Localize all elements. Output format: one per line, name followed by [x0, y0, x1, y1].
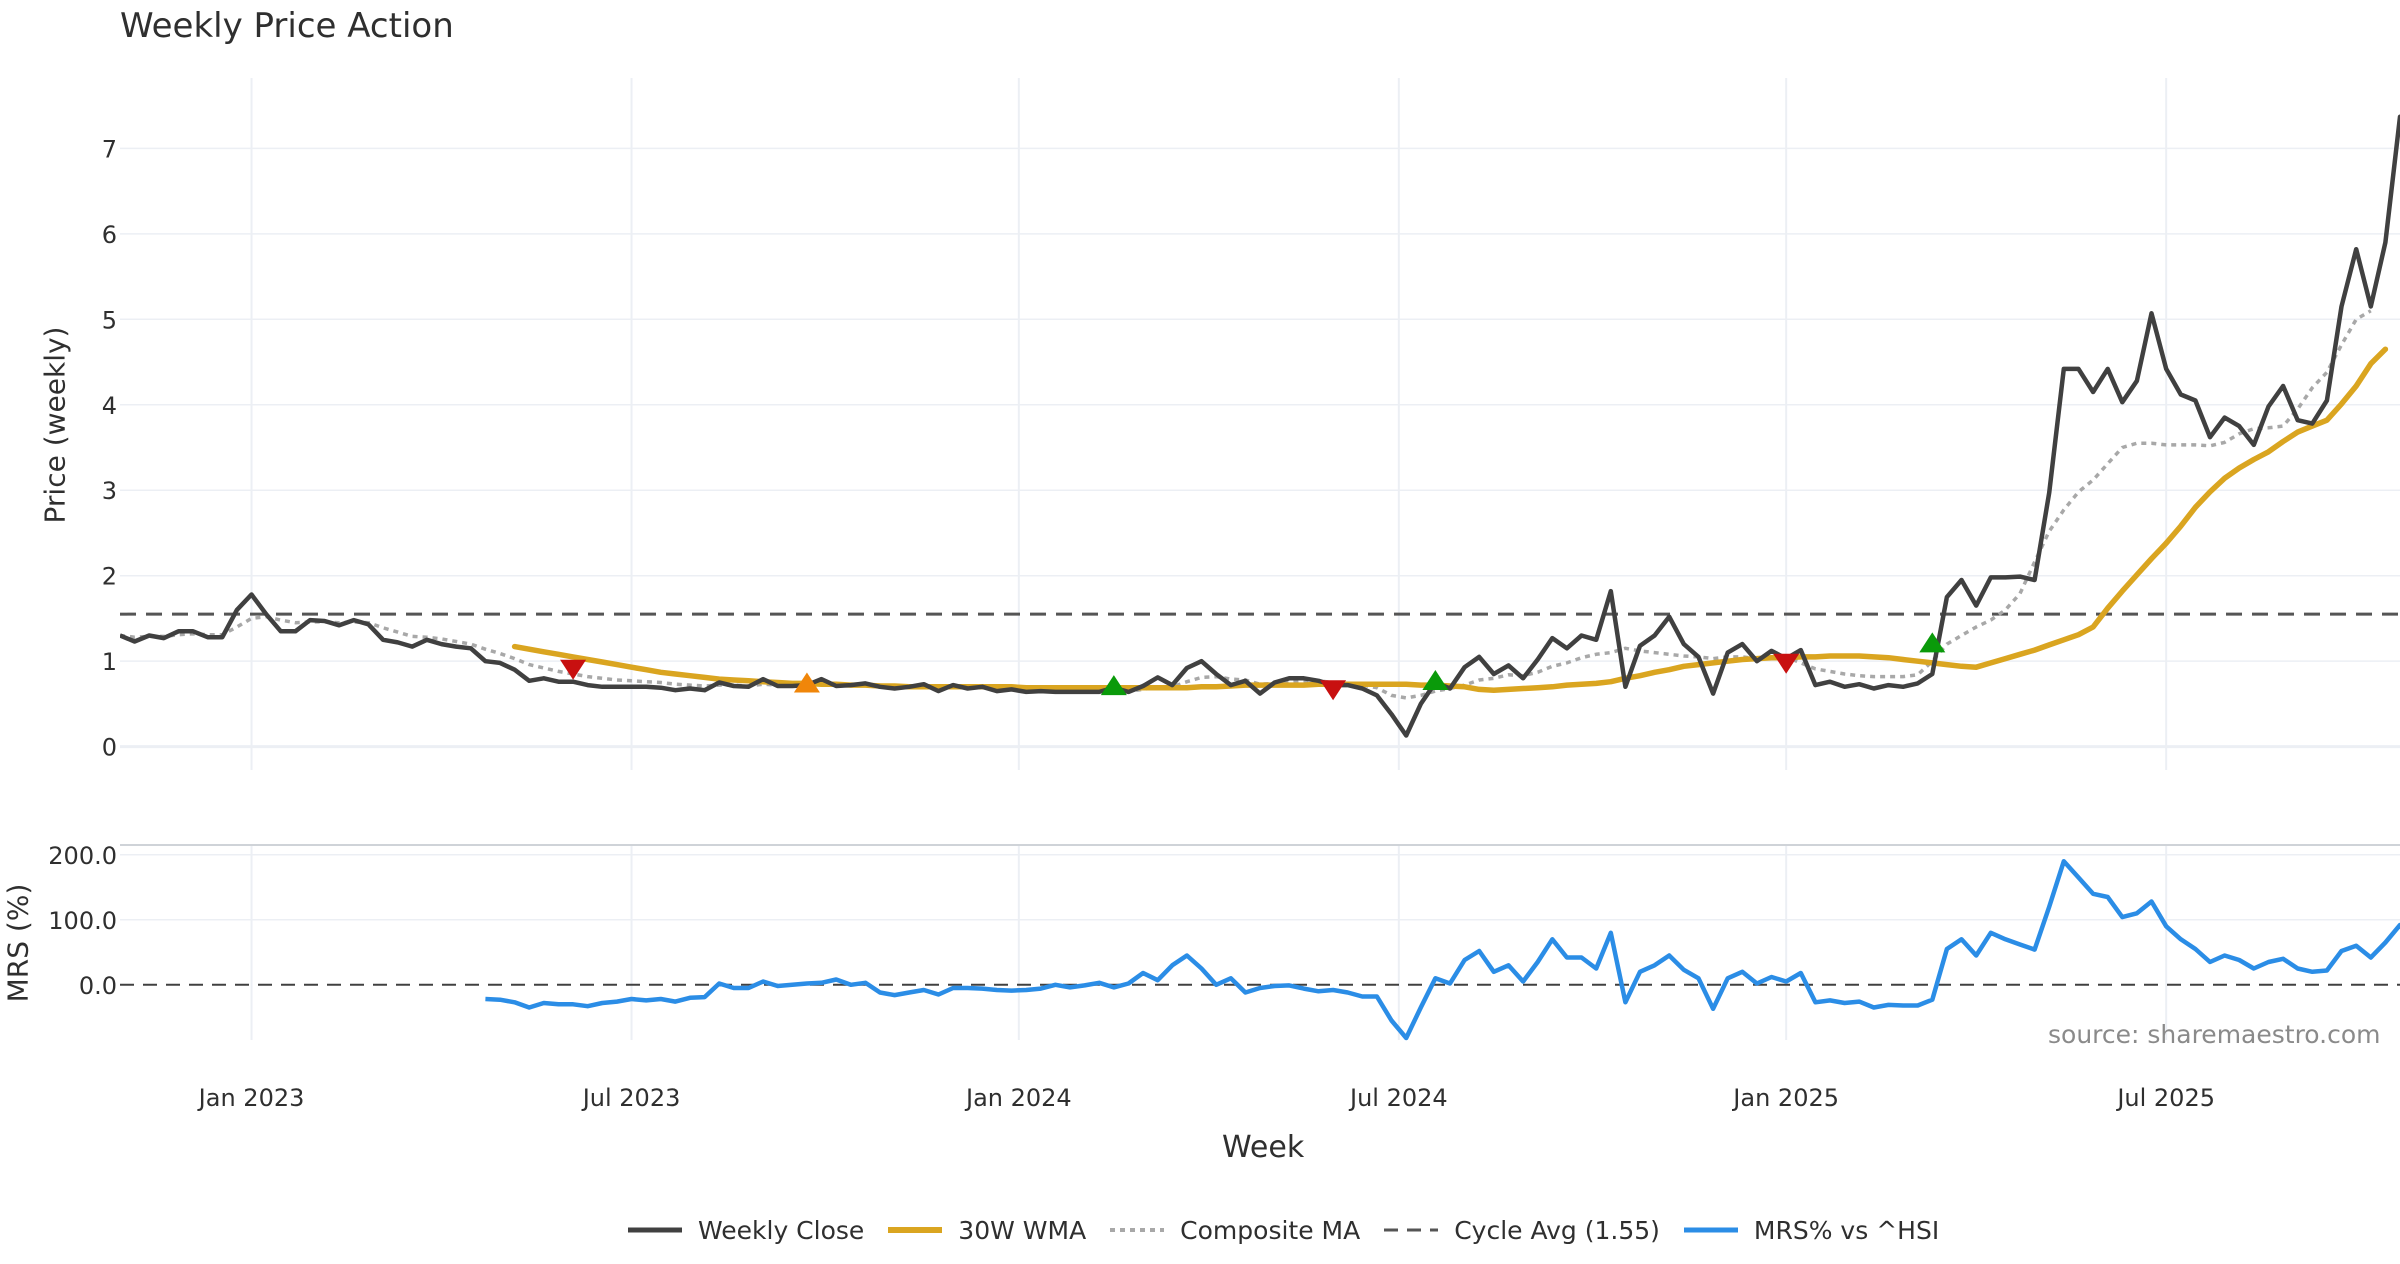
- price-y-tick-label: 1: [102, 648, 117, 676]
- legend: Weekly Close 30W WMA Composite MA Cycle …: [626, 1212, 1939, 1248]
- weekly-close-line: [120, 114, 2400, 738]
- legend-swatch-wma: [888, 1227, 943, 1233]
- buy-signal-marker: [1100, 675, 1127, 696]
- legend-label: Weekly Close: [698, 1215, 865, 1245]
- x-tick-label: Jan 2024: [964, 1084, 1072, 1112]
- neutral-signal-marker: [793, 672, 820, 693]
- price-y-tick-label: 0: [102, 734, 117, 762]
- legend-item-composite-ma[interactable]: Composite MA: [1108, 1216, 1360, 1245]
- buy-signal-marker: [1422, 669, 1449, 690]
- x-tick-label: Jul 2024: [1348, 1084, 1448, 1112]
- legend-item-cycle-avg[interactable]: Cycle Avg (1.55): [1382, 1216, 1660, 1245]
- source-note: source: sharemaestro.com: [2048, 1020, 2381, 1049]
- mrs-y-tick-label: 0.0: [79, 972, 117, 1000]
- price-y-tick-label: 2: [102, 563, 117, 591]
- legend-label: Cycle Avg (1.55): [1454, 1215, 1660, 1245]
- legend-swatch-mrs: [1683, 1227, 1738, 1233]
- legend-swatch-cycle-avg: [1384, 1228, 1439, 1232]
- wma-30w-line: [511, 346, 2389, 693]
- mrs-line: [485, 859, 2400, 1041]
- price-axis-title: Price (weekly): [38, 326, 72, 524]
- mrs-axis-title: MRS (%): [1, 883, 35, 1003]
- sell-signal-marker: [1773, 653, 1800, 674]
- price-y-tick-label: 3: [102, 477, 117, 505]
- axis-layer: Jan 2023 Jul 2023 Jan 2024 Jul 2024 Jan 2025…: [48, 135, 2215, 1112]
- mrs-series-group: [485, 859, 2400, 1041]
- mrs-y-tick-label: 200.0: [48, 842, 117, 870]
- chart-title: Weekly Price Action: [120, 6, 454, 46]
- series-layer: [120, 114, 2400, 1041]
- price-y-tick-label: 4: [102, 392, 117, 420]
- legend-item-weekly-close[interactable]: Weekly Close: [626, 1216, 864, 1245]
- signal-marker-layer: [560, 632, 1946, 701]
- legend-item-wma[interactable]: 30W WMA: [886, 1216, 1086, 1245]
- sell-signal-marker: [1320, 680, 1347, 701]
- price-y-tick-label: 5: [102, 306, 117, 334]
- x-axis-title: Week: [1222, 1130, 1305, 1165]
- x-tick-label: Jan 2025: [1731, 1084, 1839, 1112]
- x-tick-label: Jul 2025: [2115, 1084, 2215, 1112]
- legend-label: 30W WMA: [958, 1215, 1087, 1245]
- composite-ma-line: [120, 309, 2372, 700]
- legend-item-mrs[interactable]: MRS% vs ^HSI: [1682, 1216, 1939, 1245]
- price-series-group: [120, 114, 2400, 738]
- mrs-y-tick-label: 100.0: [48, 907, 117, 935]
- price-y-tick-label: 7: [102, 135, 117, 163]
- legend-swatch-weekly-close: [628, 1227, 682, 1233]
- price-y-tick-label: 6: [102, 221, 117, 249]
- legend-label: MRS% vs ^HSI: [1753, 1215, 1940, 1245]
- x-tick-label: Jul 2023: [581, 1084, 681, 1112]
- legend-swatch-composite-ma: [1110, 1228, 1165, 1232]
- x-tick-label: Jan 2023: [197, 1084, 305, 1112]
- buy-signal-marker: [1919, 632, 1946, 653]
- grid-layer: [120, 78, 2400, 1040]
- legend-label: Composite MA: [1180, 1215, 1361, 1245]
- sell-signal-marker: [560, 659, 587, 680]
